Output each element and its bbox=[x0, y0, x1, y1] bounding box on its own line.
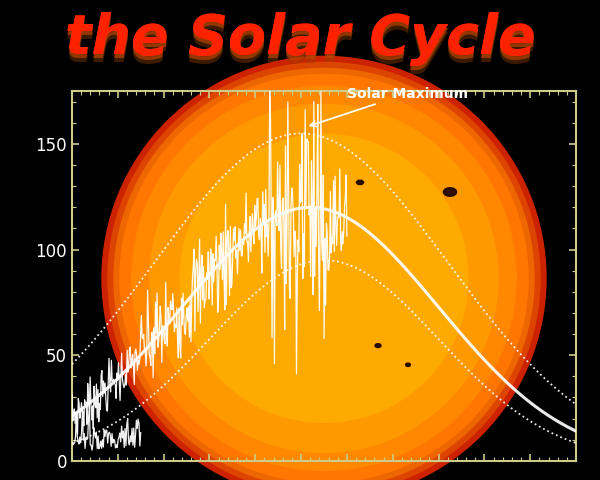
Ellipse shape bbox=[132, 86, 516, 470]
Ellipse shape bbox=[102, 56, 546, 480]
Ellipse shape bbox=[406, 363, 410, 367]
Text: the Solar Cycle: the Solar Cycle bbox=[65, 20, 535, 73]
Ellipse shape bbox=[443, 188, 457, 196]
Ellipse shape bbox=[180, 134, 468, 422]
Text: the Solar Cycle: the Solar Cycle bbox=[65, 12, 535, 66]
Ellipse shape bbox=[356, 180, 364, 185]
Text: the Solar Cycle: the Solar Cycle bbox=[65, 16, 535, 70]
Ellipse shape bbox=[150, 104, 498, 452]
Ellipse shape bbox=[108, 62, 540, 480]
Text: the Solar Cycle: the Solar Cycle bbox=[65, 12, 535, 66]
Ellipse shape bbox=[375, 344, 381, 348]
Ellipse shape bbox=[120, 74, 528, 480]
Ellipse shape bbox=[114, 68, 534, 480]
Text: Solar Maximum: Solar Maximum bbox=[310, 86, 468, 127]
